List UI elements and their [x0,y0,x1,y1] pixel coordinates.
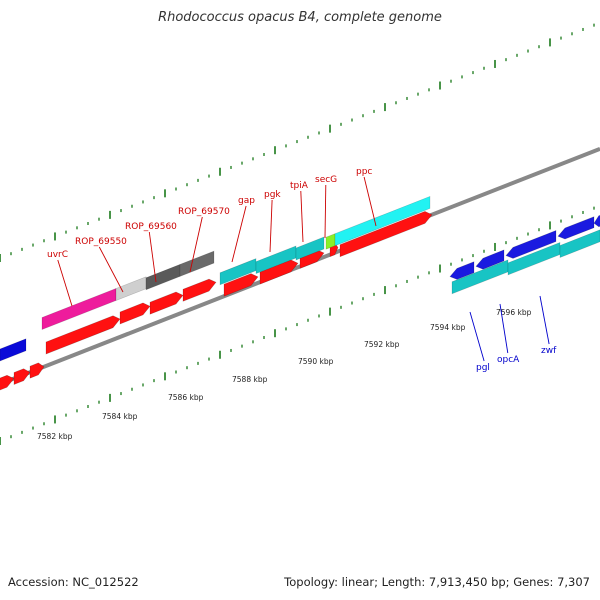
forward-gene-arrow [13,368,31,385]
gene-label-forward: secG [315,175,337,185]
gene-label-forward: uvrC [47,250,68,260]
gene-block [0,338,27,362]
leader-line [189,216,203,273]
gene-label-reverse: pgl [476,363,490,373]
gene-block [179,250,215,277]
leader-line [469,311,485,362]
forward-gene-arrow [223,273,259,297]
forward-gene-arrow [339,211,433,258]
forward-gene-arrow [29,362,45,379]
forward-gene-arrow [0,374,15,391]
forward-gene-arrow [182,278,217,302]
genome-summary: Topology: linear; Length: 7,913,450 bp; … [284,575,590,589]
scale-label: 7588 kbp [232,375,268,384]
gene-label-forward: tpiA [290,181,309,191]
scale-label: 7596 kbp [496,308,532,317]
leader-line [269,199,273,253]
leader-line [363,176,377,227]
gene-label-forward: ROP_69570 [178,207,230,217]
forward-gene-arrow [149,291,184,315]
gene-label-forward: ROP_69550 [75,237,127,247]
leader-line [300,190,304,243]
reverse-gene-arrow [475,249,505,270]
labels: 7582 kbp 7584 kbp 7586 kbp 7588 kbp 7590 kbp… [37,167,557,441]
gene-block [334,195,431,247]
gene-block [115,276,147,301]
leader-line [539,295,550,345]
leader-line [98,246,124,293]
gene-label-forward: ROP_69560 [125,222,177,232]
scale-label: 7594 kbp [430,323,466,332]
leader-line [57,259,73,307]
gene-label-reverse: opcA [497,355,520,365]
leader-line [499,303,509,354]
scale-label: 7586 kbp [168,393,204,402]
gene-block [295,236,325,261]
gene-label-reverse: zwf [541,346,557,356]
forward-gene-arrow [45,315,121,355]
gene-label-forward: gap [238,196,255,206]
gene-block [145,263,181,291]
scale-label: 7584 kbp [102,412,138,421]
leader-line [148,231,157,283]
reverse-gene-arrow [593,214,600,228]
reverse-gene-arrow [557,216,595,240]
gene-label-forward: pgk [264,190,281,200]
reverse-gene-arrow [505,230,557,259]
accession-text: Accession: NC_012522 [8,575,139,589]
leader-line [324,184,327,239]
scale-label: 7592 kbp [364,340,400,349]
gene-block [559,229,600,258]
features [0,23,600,445]
scale-label: 7590 kbp [298,357,334,366]
leader-line [231,205,247,263]
scale-label: 7582 kbp [37,432,73,441]
reverse-gene-arrow [449,261,475,280]
forward-gene-arrow [119,302,151,325]
map-title: Rhodococcus opacus B4, complete genome [158,10,442,25]
gene-label-forward: ppc [356,167,372,177]
